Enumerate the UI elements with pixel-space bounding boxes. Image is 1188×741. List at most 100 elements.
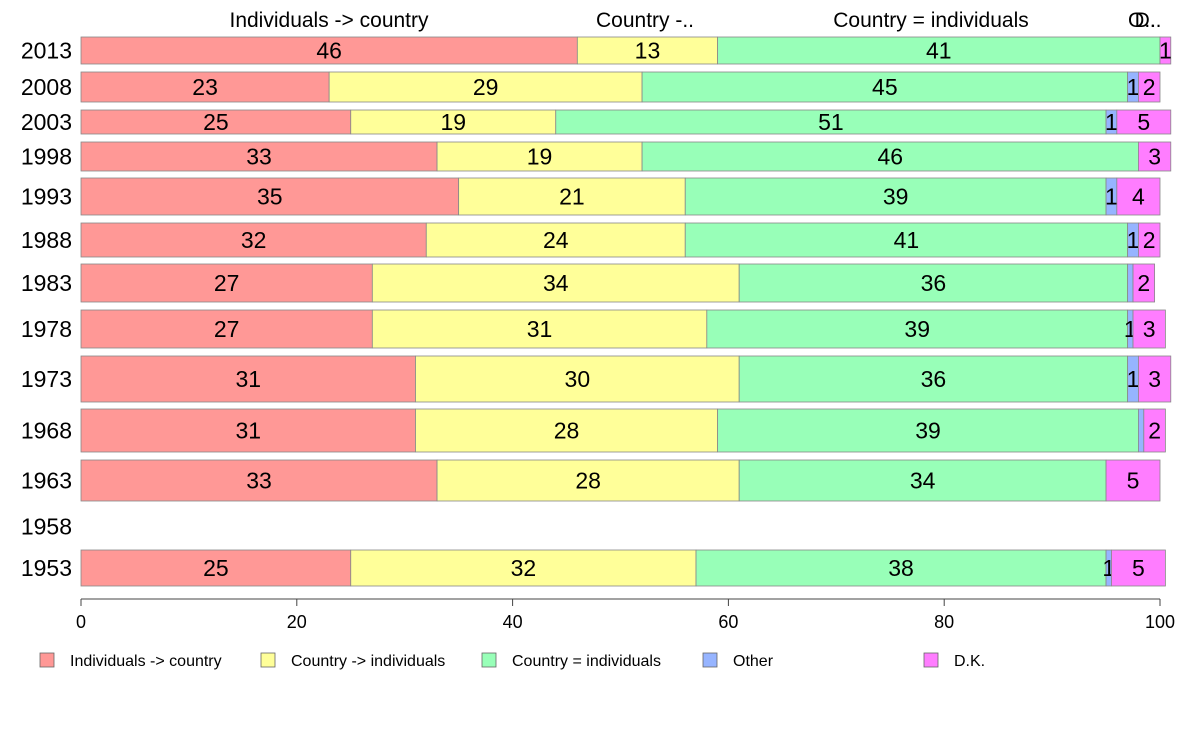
data-label: 39: [883, 184, 909, 210]
data-label: 34: [543, 270, 569, 296]
data-label: 1: [1127, 227, 1140, 253]
category-label: 1953: [21, 555, 72, 581]
legend-label: Individuals -> country: [70, 653, 222, 670]
data-label: 23: [192, 74, 218, 100]
data-label: 25: [203, 109, 229, 135]
legend-swatch: [923, 652, 939, 668]
x-tick-label: 80: [934, 612, 954, 632]
category-label: 1988: [21, 227, 72, 253]
bar-segment: [1159, 36, 1172, 65]
bar-segment: [695, 549, 1107, 587]
bar-segment: [1105, 459, 1161, 502]
bar-segment: [425, 222, 686, 258]
data-label: 2: [1137, 270, 1150, 296]
data-label: 1: [1105, 109, 1118, 135]
data-label: 39: [915, 418, 941, 444]
bar-segment: [641, 71, 1129, 103]
data-label: 29: [473, 74, 499, 100]
legend-swatch: [39, 652, 55, 668]
data-label: 1: [1127, 74, 1140, 100]
data-label: 5: [1132, 555, 1145, 581]
data-label: 19: [527, 144, 553, 170]
legend-label: Country -> individuals: [291, 653, 445, 670]
bar-segment: [684, 177, 1107, 216]
data-label: 45: [872, 74, 898, 100]
x-tick-label: 0: [76, 612, 86, 632]
data-label: 24: [543, 227, 569, 253]
data-label: 27: [214, 316, 240, 342]
category-label: 2008: [21, 74, 72, 100]
top-column-label: Individuals -> country: [229, 9, 429, 32]
legend-swatch: [702, 652, 718, 668]
bar-segment: [1132, 263, 1156, 303]
bar-segment: [576, 36, 719, 65]
data-label: 3: [1148, 144, 1161, 170]
data-label: 38: [888, 555, 914, 581]
bar-segment: [738, 355, 1129, 403]
data-label: 33: [246, 144, 272, 170]
x-tick-label: 20: [287, 612, 307, 632]
data-label: 27: [214, 270, 240, 296]
bar-segment: [555, 109, 1107, 135]
data-label: 4: [1132, 184, 1145, 210]
data-label: 31: [235, 366, 261, 392]
bar-segment: [80, 109, 352, 135]
bar-segment: [706, 309, 1129, 349]
bar-segment: [350, 109, 557, 135]
data-label: 46: [316, 38, 342, 64]
bar-segment: [1143, 408, 1166, 453]
data-label: 51: [818, 109, 844, 135]
data-label: 41: [926, 38, 952, 64]
data-label: 3: [1143, 316, 1156, 342]
data-label: 31: [235, 418, 261, 444]
bar-segment: [80, 309, 373, 349]
bar-segment: [328, 71, 643, 103]
top-column-label: D..: [1135, 9, 1162, 32]
bar-segment: [80, 177, 460, 216]
data-label: 32: [241, 227, 267, 253]
bar-segment: [371, 309, 708, 349]
data-label: 46: [877, 144, 903, 170]
data-label: 28: [575, 468, 601, 494]
category-label: 2013: [21, 38, 72, 64]
category-label: 1973: [21, 366, 72, 392]
category-label: 2003: [21, 109, 72, 135]
bar-segment: [1127, 263, 1134, 303]
data-label: 31: [527, 316, 553, 342]
bar-segment: [738, 459, 1107, 502]
legend-label: Other: [733, 653, 774, 670]
data-label: 33: [246, 468, 272, 494]
top-column-label: Country = individuals: [833, 9, 1029, 32]
data-label: 1: [1127, 366, 1140, 392]
bar-segment: [80, 263, 373, 303]
data-label: 2: [1143, 227, 1156, 253]
data-label: 25: [203, 555, 229, 581]
data-label: 35: [257, 184, 283, 210]
bar-segment: [415, 355, 740, 403]
category-label: 1963: [21, 468, 72, 494]
bar-segment: [717, 408, 1139, 453]
bar-segment: [458, 177, 686, 216]
data-label: 2: [1148, 418, 1161, 444]
data-label: 34: [910, 468, 936, 494]
bar-segment: [1116, 177, 1161, 216]
legend-label: Country = individuals: [512, 653, 661, 670]
category-label: 1983: [21, 270, 72, 296]
bar-segment: [80, 408, 416, 453]
bar-segment: [1116, 109, 1172, 135]
data-label: 30: [565, 366, 591, 392]
bar-segment: [1132, 309, 1166, 349]
bar-segment: [1138, 408, 1145, 453]
x-tick-label: 40: [503, 612, 523, 632]
category-label: 1998: [21, 144, 72, 170]
legend-swatch: [260, 652, 276, 668]
category-label: 1978: [21, 316, 72, 342]
bar-segment: [1138, 355, 1172, 403]
bar-segment: [80, 71, 330, 103]
bar-segment: [1138, 141, 1172, 172]
top-column-label: Country -..: [596, 9, 694, 32]
x-tick-label: 60: [718, 612, 738, 632]
x-tick-label: 100: [1145, 612, 1175, 632]
data-label: 36: [921, 270, 947, 296]
